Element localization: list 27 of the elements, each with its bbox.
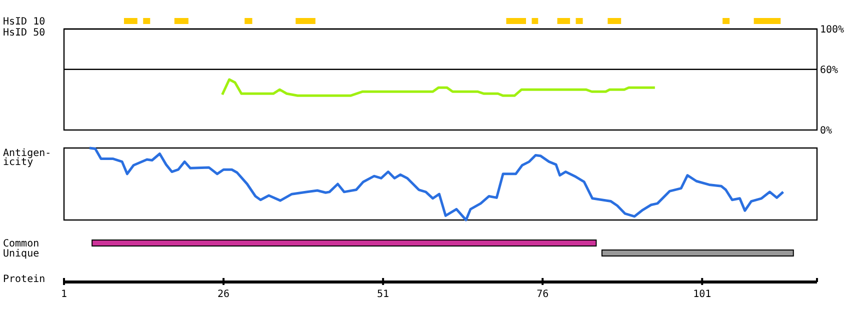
y-axis-title: Antigen-icity	[3, 148, 52, 168]
bar	[244, 18, 252, 24]
bar	[576, 18, 583, 24]
y-tick-label: HsID 50	[3, 28, 46, 38]
y-tick-label: 60%	[820, 64, 838, 76]
x-tick-label: 101	[693, 289, 712, 300]
x-tick-label: 76	[536, 289, 549, 300]
y-tick-label: Common	[3, 238, 40, 250]
bar	[506, 18, 526, 24]
x-tick-label: 1	[60, 289, 68, 300]
bar	[532, 18, 538, 24]
bar	[124, 18, 138, 24]
bar	[296, 18, 316, 24]
bar	[174, 18, 188, 24]
bar	[754, 18, 781, 24]
y-tick-label: Unique	[3, 248, 40, 260]
bar	[143, 18, 150, 24]
line-series	[221, 78, 656, 97]
bar	[557, 18, 570, 24]
bar	[722, 18, 730, 24]
x-tick-label: 26	[218, 289, 230, 300]
x-axis-title: Protein	[3, 274, 46, 285]
bar	[608, 18, 622, 24]
y-tick-label: HsID 10	[3, 16, 46, 28]
x-tick-label: 51	[377, 289, 390, 300]
y-tick-label: 0%	[820, 126, 832, 136]
y-tick-label: 100%	[820, 24, 844, 36]
